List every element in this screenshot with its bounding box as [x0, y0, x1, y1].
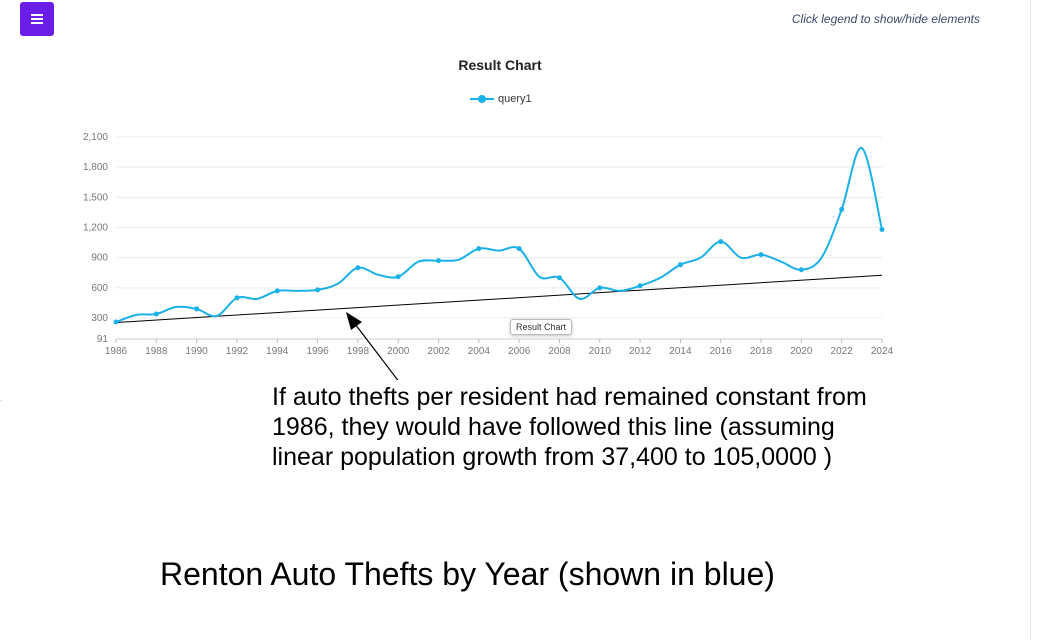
- x-tick-label: 2006: [508, 346, 531, 357]
- x-tick-label: 2020: [790, 346, 813, 357]
- x-tick-label: 2010: [589, 346, 612, 357]
- data-point: [153, 311, 159, 317]
- data-point: [879, 227, 885, 233]
- chart-tooltip: Result Chart: [510, 319, 573, 335]
- legend-hint-text: Click legend to show/hide elements: [791, 12, 980, 26]
- legend-item-query1[interactable]: query1: [470, 93, 532, 105]
- y-tick-label: 300: [91, 313, 108, 324]
- x-tick-label: 1996: [306, 346, 329, 357]
- data-point: [315, 287, 321, 293]
- x-tick-label: 1986: [105, 346, 128, 357]
- x-tick-label: 2012: [629, 346, 652, 357]
- annotation-text: If auto thefts per resident had remained…: [272, 383, 867, 471]
- y-tick-label: 600: [91, 283, 108, 294]
- x-tick-label: 2024: [871, 346, 894, 357]
- data-point: [556, 275, 562, 281]
- data-point: [677, 262, 683, 268]
- data-point: [798, 267, 804, 273]
- x-tick-label: 2016: [710, 346, 733, 357]
- x-tick-label: 1988: [145, 346, 168, 357]
- data-point: [758, 252, 764, 258]
- data-point: [637, 283, 643, 289]
- data-point: [516, 246, 522, 252]
- data-point: [113, 319, 119, 325]
- y-tick-label: 2,100: [83, 132, 108, 143]
- x-tick-label: 2014: [669, 346, 692, 357]
- series-line-query1: [115, 147, 883, 323]
- y-tick-label: 900: [91, 253, 108, 264]
- data-point: [274, 288, 280, 294]
- data-point: [355, 265, 361, 271]
- legend-label: query1: [498, 93, 532, 105]
- annotation-arrow-shaft: [351, 319, 399, 380]
- x-tick-label: 1990: [186, 346, 209, 357]
- menu-button[interactable]: [20, 2, 54, 36]
- trend-line: [115, 274, 883, 324]
- data-point: [194, 306, 200, 312]
- y-tick-label: 1,800: [83, 162, 108, 173]
- x-tick-label: 2000: [387, 346, 410, 357]
- annotation-arrow-head-icon: [346, 312, 362, 330]
- data-point: [234, 295, 240, 301]
- data-point: [395, 274, 401, 280]
- x-tick-label: 2018: [750, 346, 773, 357]
- x-tick-label: 2022: [831, 346, 854, 357]
- x-tick-label: 2002: [427, 346, 450, 357]
- data-point: [476, 246, 482, 252]
- chart-title: Result Chart: [458, 57, 542, 73]
- data-point: [718, 239, 724, 245]
- hamburger-menu-icon: [31, 12, 43, 26]
- chart-caption: Renton Auto Thefts by Year (shown in blu…: [160, 556, 775, 592]
- y-tick-label: 91: [97, 334, 109, 345]
- y-tick-label: 1,500: [83, 192, 108, 203]
- data-point: [597, 285, 603, 291]
- x-tick-label: 2008: [548, 346, 571, 357]
- data-point: [839, 206, 845, 212]
- data-point: [436, 258, 442, 264]
- x-tick-label: 2004: [468, 346, 491, 357]
- chart-plot: 91 300 600 900 1,200 1,500 1,800 2,100 1986 1988 1…: [83, 132, 894, 380]
- legend-line-marker-icon: [470, 95, 494, 103]
- panel-divider: [1030, 0, 1031, 640]
- x-tick-label: 1998: [347, 346, 370, 357]
- y-tick-label: 1,200: [83, 222, 108, 233]
- x-tick-label: 1992: [226, 346, 249, 357]
- x-tick-label: 1994: [266, 346, 289, 357]
